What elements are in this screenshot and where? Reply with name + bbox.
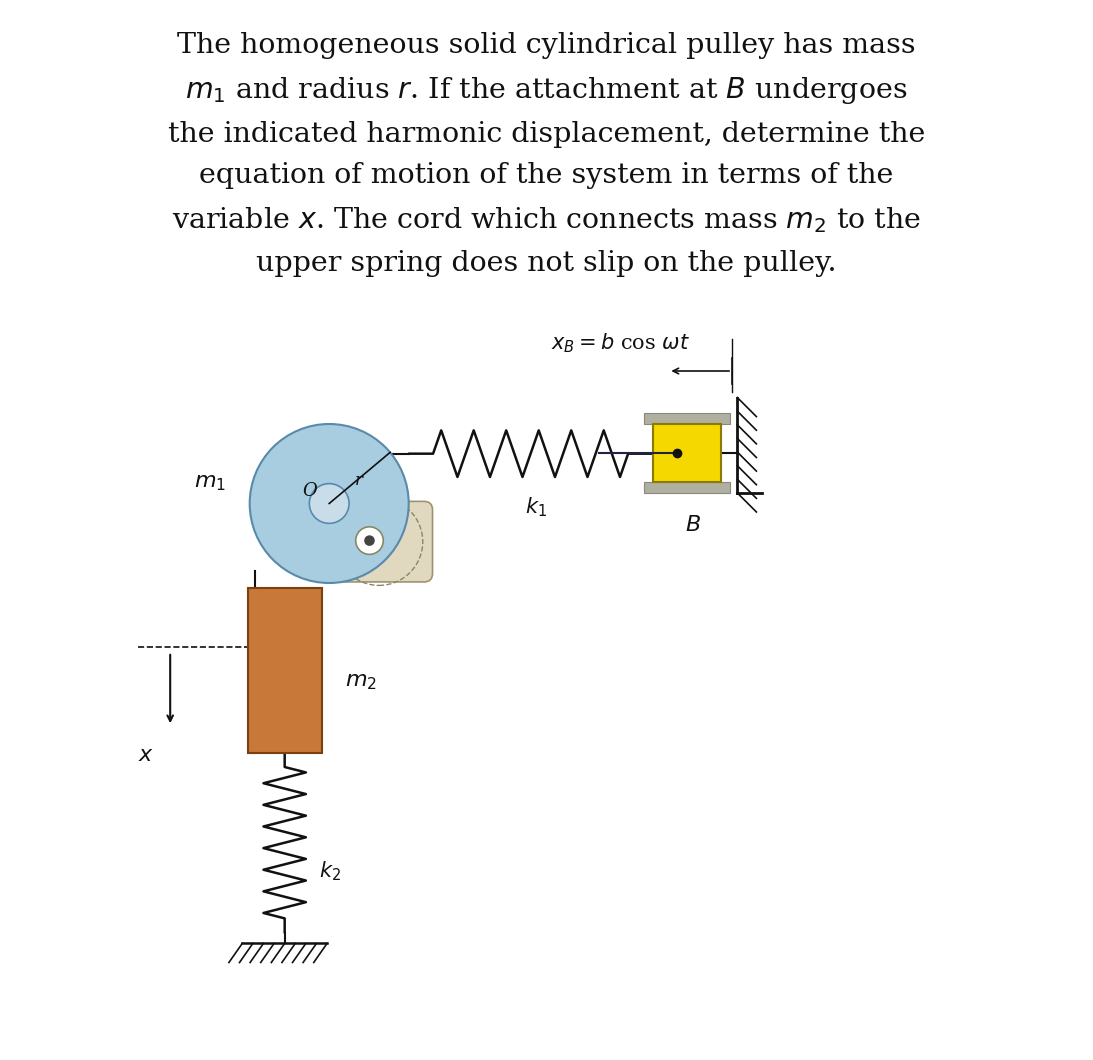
Text: $k_1$: $k_1$ [525,495,546,518]
Text: $m_2$: $m_2$ [345,670,377,691]
Text: $x_B = b$ cos $\omega t$: $x_B = b$ cos $\omega t$ [551,332,690,355]
Text: $B$: $B$ [685,514,701,536]
FancyBboxPatch shape [326,501,433,582]
FancyBboxPatch shape [644,482,730,493]
Circle shape [249,424,409,583]
Text: O: O [303,482,317,499]
Text: r: r [355,472,363,489]
Circle shape [309,483,349,524]
FancyBboxPatch shape [653,424,721,482]
Text: $m_1$: $m_1$ [195,472,226,493]
Circle shape [364,535,375,546]
FancyBboxPatch shape [248,588,321,753]
FancyBboxPatch shape [644,413,730,424]
Text: $k_2$: $k_2$ [318,860,341,883]
Circle shape [355,527,384,554]
Text: $x$: $x$ [138,744,154,766]
Text: The homogeneous solid cylindrical pulley has mass
$m_1$ and radius $r$. If the a: The homogeneous solid cylindrical pulley… [168,32,925,277]
